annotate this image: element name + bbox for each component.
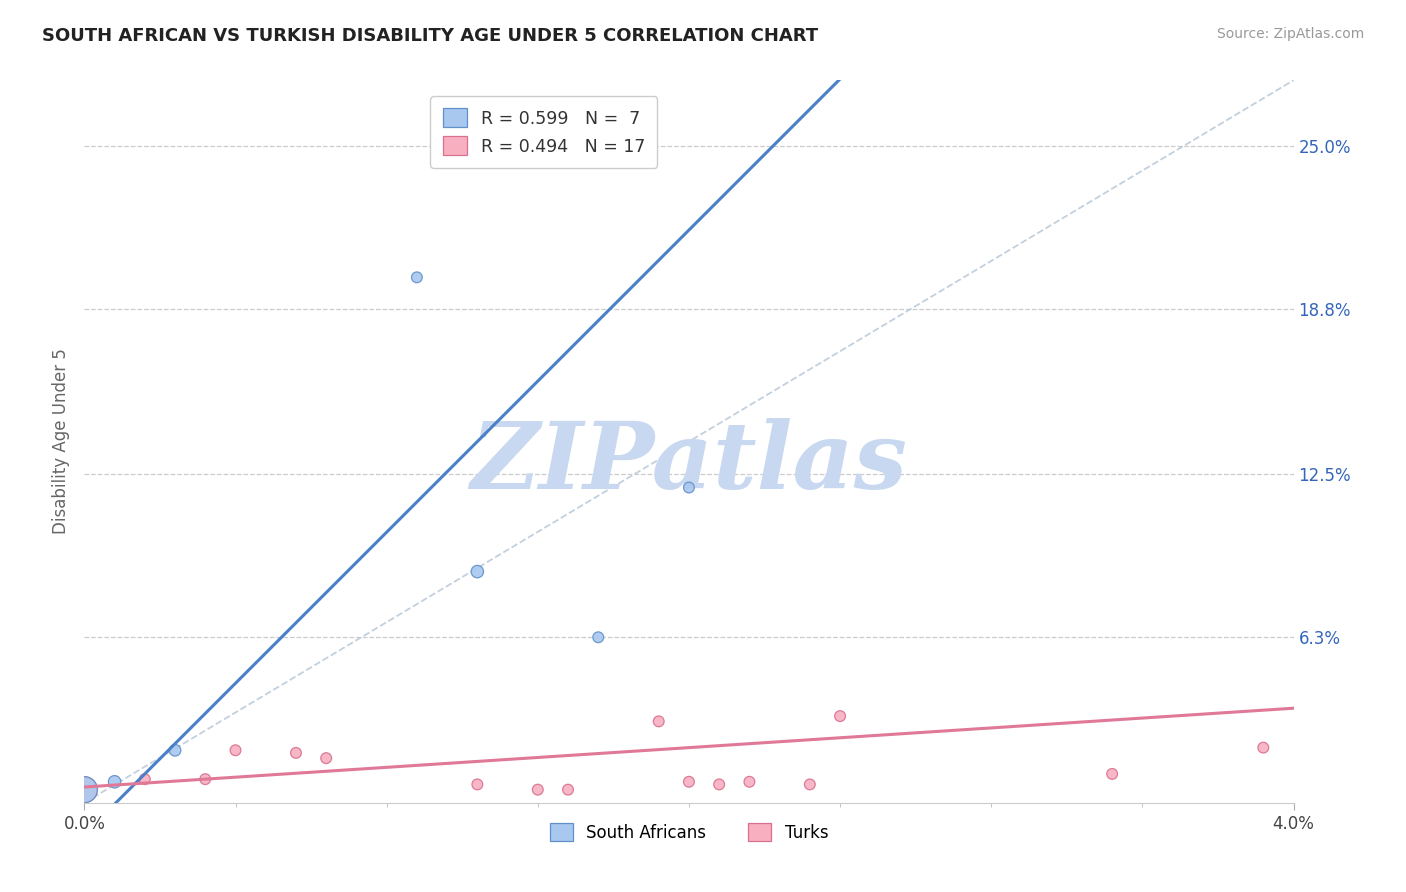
- Point: [678, 481, 700, 495]
- Point: [588, 630, 610, 644]
- Point: [738, 774, 761, 789]
- Point: [799, 777, 821, 791]
- Point: [557, 782, 579, 797]
- Point: [134, 772, 156, 786]
- Point: [285, 746, 308, 760]
- Point: [194, 772, 217, 786]
- Point: [104, 774, 127, 789]
- Point: [709, 777, 731, 791]
- Point: [406, 270, 429, 285]
- Point: [527, 782, 550, 797]
- Point: [225, 743, 247, 757]
- Point: [73, 782, 96, 797]
- Point: [467, 565, 489, 579]
- Point: [315, 751, 337, 765]
- Legend: South Africans, Turks: South Africans, Turks: [543, 817, 835, 848]
- Point: [1101, 767, 1123, 781]
- Point: [165, 743, 187, 757]
- Point: [1253, 740, 1275, 755]
- Point: [73, 782, 96, 797]
- Point: [467, 777, 489, 791]
- Text: ZIPatlas: ZIPatlas: [471, 418, 907, 508]
- Text: Source: ZipAtlas.com: Source: ZipAtlas.com: [1216, 27, 1364, 41]
- Point: [830, 709, 852, 723]
- Point: [678, 774, 700, 789]
- Y-axis label: Disability Age Under 5: Disability Age Under 5: [52, 349, 70, 534]
- Point: [648, 714, 671, 729]
- Text: SOUTH AFRICAN VS TURKISH DISABILITY AGE UNDER 5 CORRELATION CHART: SOUTH AFRICAN VS TURKISH DISABILITY AGE …: [42, 27, 818, 45]
